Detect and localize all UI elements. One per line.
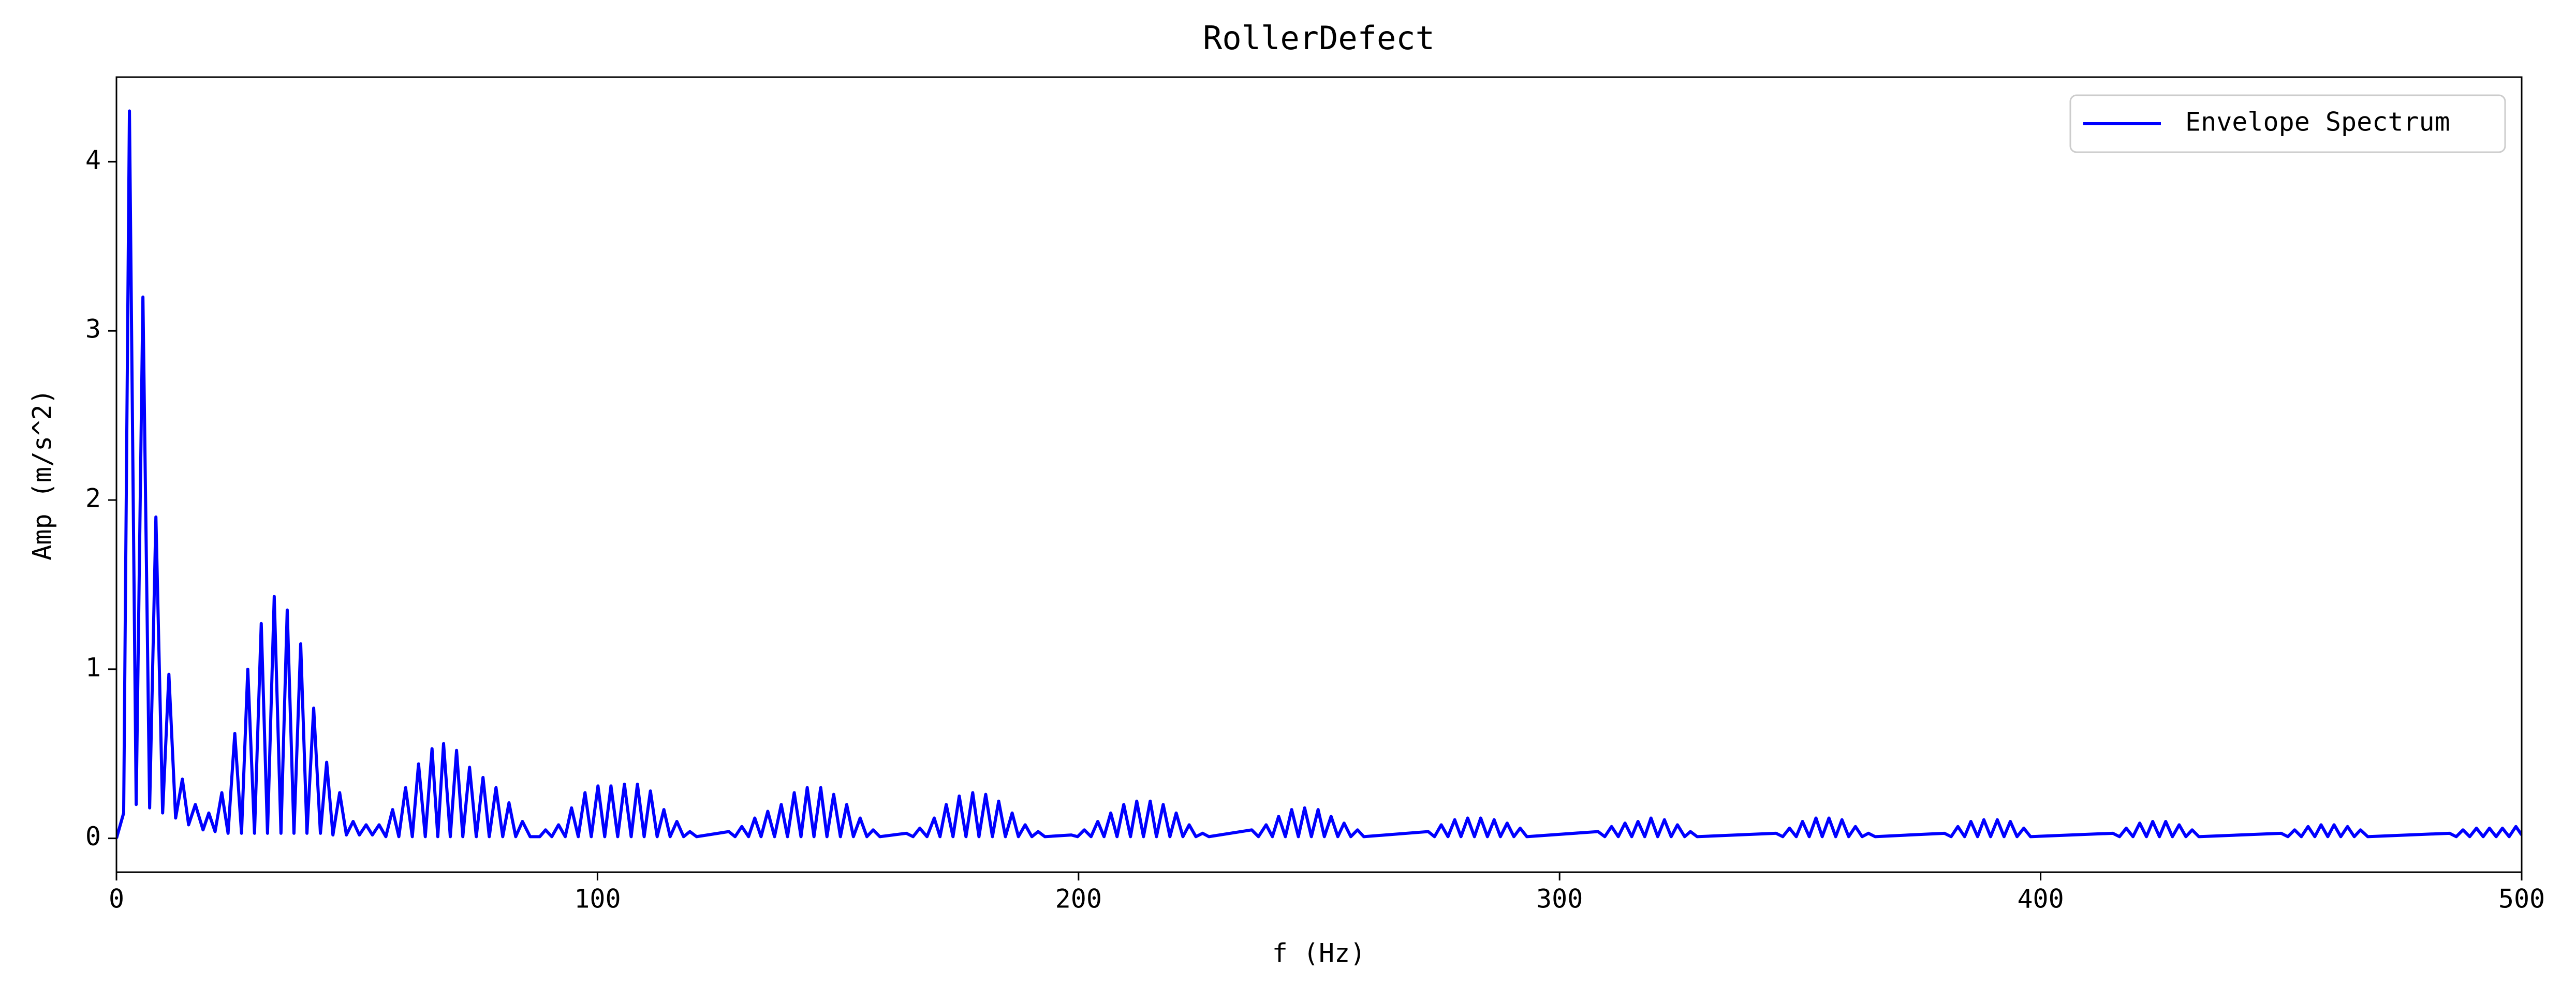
- spectrum-line: [116, 109, 2522, 839]
- x-tick-label: 400: [2017, 884, 2064, 914]
- x-axis-label: f (Hz): [1272, 938, 1366, 968]
- plot-frame: [115, 76, 2523, 873]
- x-tick-label: 100: [574, 884, 621, 914]
- y-axis-label: Amp (m/s^2): [27, 389, 57, 560]
- y-tick-label: 4: [85, 145, 101, 175]
- y-tick-label: 3: [85, 314, 101, 344]
- chart-title: RollerDefect: [1203, 19, 1435, 57]
- y-tick-label: 1: [85, 652, 101, 682]
- y-tick-label: 0: [85, 821, 101, 851]
- x-tick-label: 500: [2498, 884, 2545, 914]
- x-tick-label: 200: [1055, 884, 1102, 914]
- legend-box: [2069, 94, 2506, 153]
- x-tick-label: 0: [109, 884, 124, 914]
- plot-lines: [116, 109, 2522, 839]
- legend-label: Envelope Spectrum: [2185, 107, 2450, 137]
- y-tick-label: 2: [85, 483, 101, 513]
- x-tick-label: 300: [1536, 884, 1583, 914]
